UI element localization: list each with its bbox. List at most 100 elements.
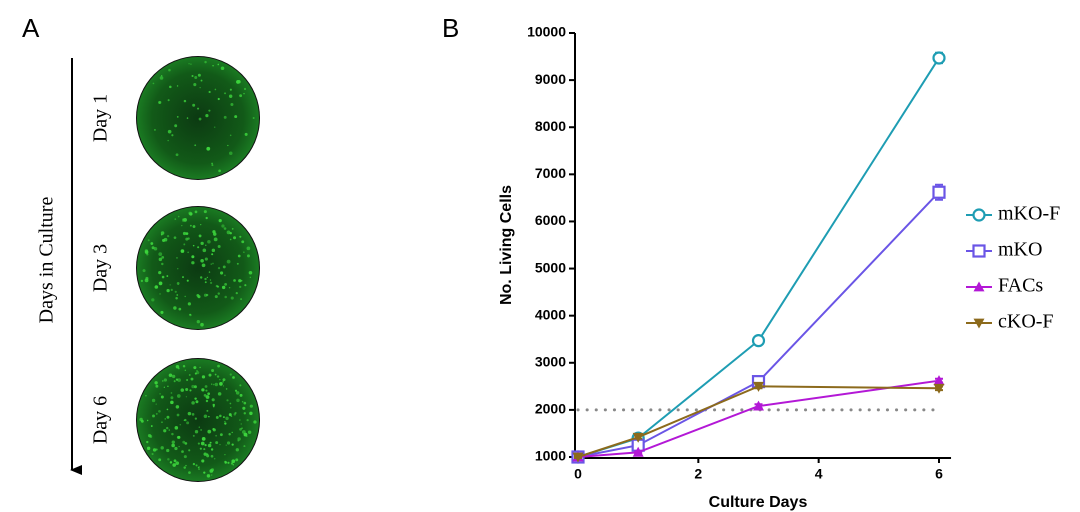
- cell: [249, 271, 253, 275]
- cell: [148, 434, 151, 437]
- cell: [176, 405, 179, 408]
- cell: [209, 91, 211, 93]
- cell: [158, 410, 161, 413]
- cell: [233, 464, 234, 465]
- cell: [152, 415, 155, 418]
- cell: [174, 236, 177, 239]
- cell: [170, 461, 172, 463]
- cell: [247, 246, 251, 250]
- cell: [212, 230, 215, 233]
- cell: [178, 216, 180, 218]
- cell: [244, 284, 246, 286]
- cell: [181, 450, 184, 453]
- cell: [224, 461, 227, 464]
- cell: [208, 110, 210, 112]
- cell: [224, 421, 225, 422]
- cell: [186, 396, 187, 397]
- cell: [231, 459, 235, 463]
- x-axis-title: Culture Days: [709, 494, 808, 511]
- cell: [221, 224, 224, 227]
- cell: [141, 280, 143, 282]
- chart: B No. Living Cells Culture Days 10002000…: [442, 13, 1060, 511]
- cell: [206, 217, 208, 219]
- cell: [189, 314, 191, 316]
- cell: [172, 463, 176, 467]
- cell: [238, 255, 241, 258]
- cell: [206, 294, 208, 296]
- cell: [187, 280, 189, 282]
- cell: [172, 375, 175, 378]
- cell: [215, 441, 218, 444]
- cell: [232, 376, 235, 379]
- cell: [184, 455, 187, 458]
- cell: [236, 448, 239, 451]
- cell: [202, 263, 206, 267]
- cell: [218, 98, 220, 100]
- cell: [218, 169, 221, 172]
- cell: [186, 421, 189, 424]
- cell: [154, 381, 157, 384]
- day-label: Day 3: [90, 244, 112, 292]
- cell: [204, 415, 208, 419]
- cell: [185, 465, 186, 466]
- cell: [200, 429, 202, 431]
- cell: [239, 428, 242, 431]
- cell: [205, 281, 207, 283]
- cell: [204, 444, 206, 446]
- cell: [174, 380, 176, 382]
- cell: [198, 468, 200, 470]
- cell: [226, 388, 228, 390]
- cell: [168, 429, 170, 431]
- cell: [211, 253, 213, 255]
- cell: [243, 251, 245, 253]
- cell: [170, 396, 173, 399]
- cell: [177, 436, 180, 439]
- cell: [176, 257, 178, 259]
- cell: [166, 427, 168, 429]
- cell: [204, 210, 207, 213]
- cell: [213, 384, 215, 386]
- cell: [208, 444, 212, 448]
- cell: [178, 446, 179, 447]
- cell: [191, 255, 194, 258]
- cell: [214, 458, 215, 459]
- cell: [153, 448, 156, 451]
- cell: [210, 282, 212, 284]
- cell: [155, 285, 159, 289]
- cell: [245, 133, 248, 136]
- cell: [231, 296, 234, 299]
- legend-label: mKO: [998, 239, 1042, 261]
- cell: [235, 390, 237, 392]
- cell: [244, 412, 246, 414]
- axis-label: Days in Culture: [36, 197, 58, 324]
- point: [934, 187, 945, 198]
- cell: [195, 418, 197, 420]
- cell: [161, 234, 163, 236]
- cell: [201, 80, 203, 82]
- cell: [227, 260, 231, 264]
- point: [753, 335, 764, 346]
- cell: [214, 237, 218, 241]
- cell: [205, 257, 208, 260]
- cell: [224, 454, 225, 455]
- cell: [168, 130, 172, 134]
- cell: [184, 100, 186, 102]
- cell: [196, 464, 198, 466]
- x-tick-label: 2: [694, 466, 702, 482]
- cell: [218, 392, 222, 396]
- cell: [230, 403, 232, 405]
- cell: [205, 245, 206, 246]
- cell: [187, 237, 189, 239]
- cell: [203, 249, 207, 253]
- cell: [219, 444, 220, 445]
- cell: [200, 259, 204, 263]
- cell: [232, 443, 234, 445]
- cell: [192, 104, 195, 107]
- figure: A Days in Culture Day 1Day 3Day 6 B No. …: [0, 0, 1080, 512]
- cell: [217, 365, 220, 368]
- cell: [193, 225, 196, 228]
- cell: [158, 252, 162, 256]
- cell: [193, 366, 196, 369]
- cell: [241, 423, 242, 424]
